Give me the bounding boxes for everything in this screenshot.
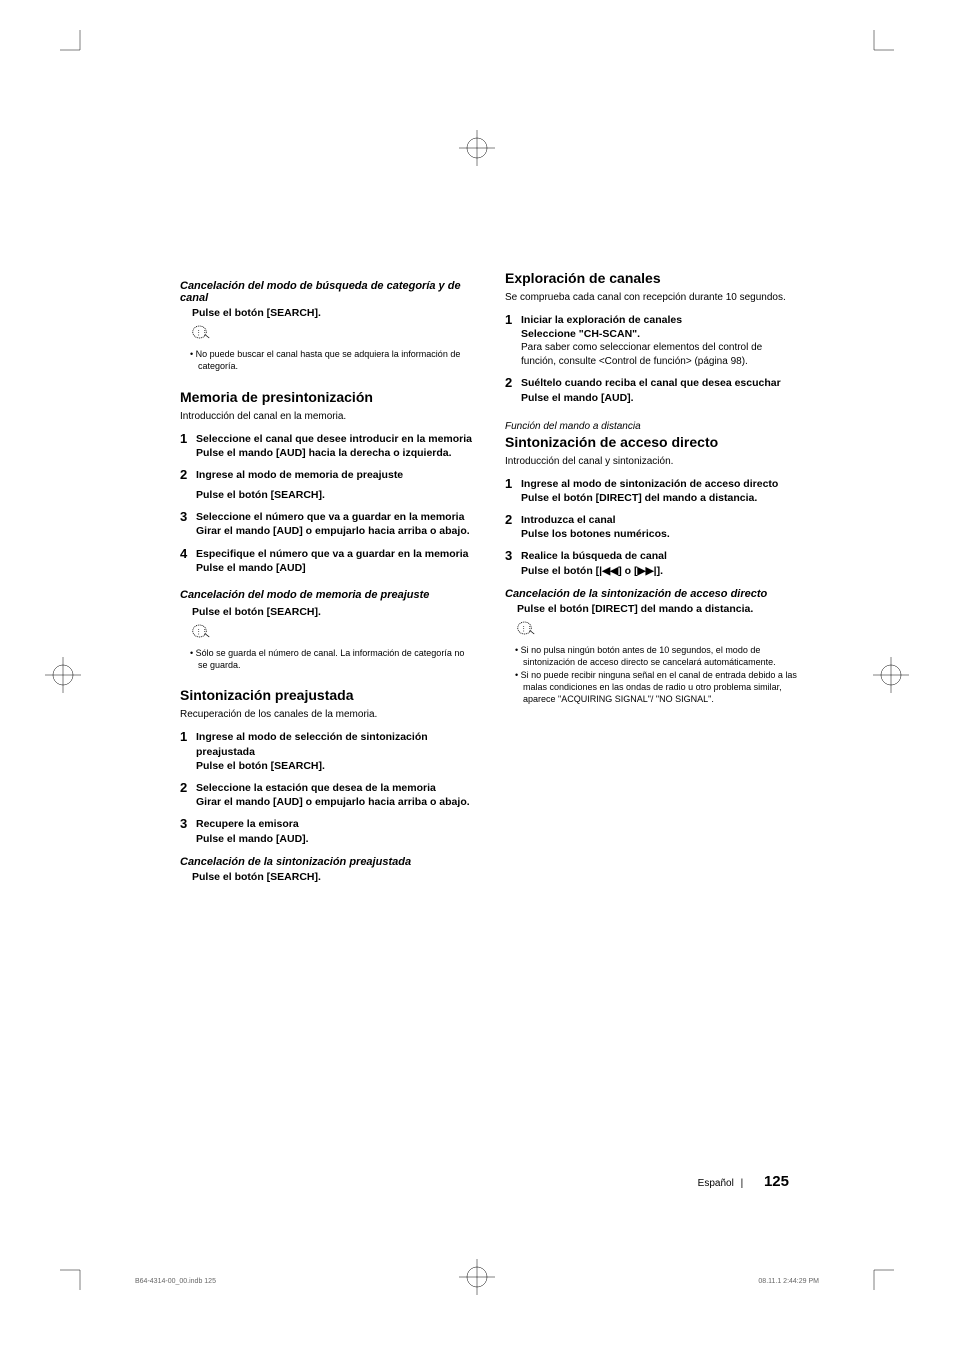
crop-mark-br bbox=[864, 1260, 894, 1290]
step-body-text: Pulse el mando [AUD]. bbox=[196, 832, 475, 846]
step-body-text: Pulse los botones numéricos. bbox=[521, 527, 800, 541]
page-footer: Español | 125 bbox=[698, 1173, 789, 1190]
directo-step-1: 1 Ingrese al modo de sintonización de ac… bbox=[505, 477, 800, 505]
memoria-step-1: 1 Seleccione el canal que desee introduc… bbox=[180, 432, 475, 460]
exploracion-step-2: 2 Suéltelo cuando reciba el canal que de… bbox=[505, 376, 800, 404]
page-content: Cancelación del modo de búsqueda de cate… bbox=[180, 270, 800, 884]
step-heading: Ingrese al modo de sintonización de acce… bbox=[521, 477, 800, 491]
step-number: 2 bbox=[505, 376, 521, 404]
registration-mark-top bbox=[459, 130, 495, 166]
step-number: 3 bbox=[180, 817, 196, 845]
step-heading: Recupere la emisora bbox=[196, 817, 475, 831]
left-column: Cancelación del modo de búsqueda de cate… bbox=[180, 270, 475, 884]
step-number: 2 bbox=[180, 468, 196, 502]
cancel-preset-title: Cancelación del modo de memoria de preaj… bbox=[180, 589, 475, 601]
step-body-text: Pulse el botón [SEARCH]. bbox=[196, 759, 475, 773]
note-icon: ⋮⋮⋮ bbox=[192, 324, 210, 340]
step-body-text: Pulse el botón [SEARCH]. bbox=[196, 488, 475, 502]
step-number: 2 bbox=[505, 513, 521, 541]
cancel-category-action: Pulse el botón [SEARCH]. bbox=[192, 306, 475, 320]
preajustada-intro: Recuperación de los canales de la memori… bbox=[180, 709, 475, 720]
step-number: 3 bbox=[180, 510, 196, 538]
memoria-title: Memoria de presintonización bbox=[180, 389, 475, 405]
print-footer-timestamp: 08.11.1 2:44:29 PM bbox=[758, 1278, 819, 1285]
step-heading: Seleccione el canal que desee introducir… bbox=[196, 432, 475, 446]
exploracion-intro: Se comprueba cada canal con recepción du… bbox=[505, 292, 800, 303]
step-heading: Ingrese al modo de selección de sintoniz… bbox=[196, 730, 475, 758]
crop-mark-tr bbox=[864, 30, 894, 60]
registration-mark-left bbox=[45, 657, 81, 693]
preajustada-title: Sintonización preajustada bbox=[180, 687, 475, 703]
print-footer-file: B64-4314-00_00.indb 125 bbox=[135, 1278, 216, 1285]
step-number: 1 bbox=[505, 477, 521, 505]
note-icon: ⋮⋮⋮ bbox=[192, 623, 210, 639]
step-heading: Ingrese al modo de memoria de preajuste bbox=[196, 468, 475, 482]
remote-function-label: Función del mando a distancia bbox=[505, 421, 800, 432]
step-body-text: Pulse el botón [DIRECT] del mando a dist… bbox=[521, 491, 800, 505]
cancel-preset-action: Pulse el botón [SEARCH]. bbox=[192, 605, 475, 619]
step-heading: Iniciar la exploración de canales bbox=[521, 313, 800, 327]
directo-step-2: 2 Introduzca el canal Pulse los botones … bbox=[505, 513, 800, 541]
step-number: 2 bbox=[180, 781, 196, 809]
step-heading: Seleccione la estación que desea de la m… bbox=[196, 781, 475, 795]
step-heading: Especifique el número que va a guardar e… bbox=[196, 547, 475, 561]
memoria-step-4: 4 Especifique el número que va a guardar… bbox=[180, 547, 475, 575]
cancel-category-note: No puede buscar el canal hasta que se ad… bbox=[198, 349, 475, 372]
preajustada-step-3: 3 Recupere la emisora Pulse el mando [AU… bbox=[180, 817, 475, 845]
note-icon: ⋮⋮⋮ bbox=[517, 620, 535, 636]
cancel-preset-note: Sólo se guarda el número de canal. La in… bbox=[198, 648, 475, 671]
page-number: 125 bbox=[764, 1173, 789, 1190]
memoria-intro: Introducción del canal en la memoria. bbox=[180, 411, 475, 422]
step-body-text: Pulse el mando [AUD] hacia la derecha o … bbox=[196, 446, 475, 460]
cancel-preajustada-title: Cancelación de la sintonización preajust… bbox=[180, 856, 475, 868]
step-bold: Seleccione "CH-SCAN". bbox=[521, 327, 800, 341]
step-heading: Introduzca el canal bbox=[521, 513, 800, 527]
preajustada-step-2: 2 Seleccione la estación que desea de la… bbox=[180, 781, 475, 809]
right-column: Exploración de canales Se comprueba cada… bbox=[505, 270, 800, 884]
step-body-text: Girar el mando [AUD] o empujarlo hacia a… bbox=[196, 524, 475, 538]
directo-intro: Introducción del canal y sintonización. bbox=[505, 456, 800, 467]
step-number: 1 bbox=[180, 432, 196, 460]
registration-mark-bottom bbox=[459, 1259, 495, 1295]
directo-step-3: 3 Realice la búsqueda de canal Pulse el … bbox=[505, 549, 800, 577]
cancel-preajustada-body: Pulse el botón [SEARCH]. bbox=[192, 870, 475, 884]
step-number: 1 bbox=[505, 313, 521, 368]
cancel-directo-body: Pulse el botón [DIRECT] del mando a dist… bbox=[517, 602, 800, 616]
step-body-text: Pulse el botón [|◀◀] o [▶▶|]. bbox=[521, 564, 800, 578]
step-number: 3 bbox=[505, 549, 521, 577]
step-body-text: Para saber como seleccionar elementos de… bbox=[521, 341, 800, 368]
crop-mark-bl bbox=[60, 1260, 90, 1290]
footer-language: Español bbox=[698, 1178, 734, 1189]
memoria-step-2: 2 Ingrese al modo de memoria de preajust… bbox=[180, 468, 475, 502]
svg-text:⋮⋮⋮: ⋮⋮⋮ bbox=[196, 330, 210, 336]
registration-mark-right bbox=[873, 657, 909, 693]
exploracion-title: Exploración de canales bbox=[505, 270, 800, 286]
step-body-text: Pulse el mando [AUD]. bbox=[521, 391, 800, 405]
svg-text:⋮⋮⋮: ⋮⋮⋮ bbox=[196, 629, 210, 635]
step-heading: Seleccione el número que va a guardar en… bbox=[196, 510, 475, 524]
step-number: 4 bbox=[180, 547, 196, 575]
step-heading: Realice la búsqueda de canal bbox=[521, 549, 800, 563]
cancel-category-title: Cancelación del modo de búsqueda de cate… bbox=[180, 280, 475, 304]
step-body-text: Pulse el mando [AUD] bbox=[196, 561, 475, 575]
exploracion-step-1: 1 Iniciar la exploración de canales Sele… bbox=[505, 313, 800, 368]
footer-separator: | bbox=[741, 1178, 744, 1189]
preajustada-step-1: 1 Ingrese al modo de selección de sinton… bbox=[180, 730, 475, 773]
directo-note-2: Si no puede recibir ninguna señal en el … bbox=[523, 670, 800, 705]
directo-note-1: Si no pulsa ningún botón antes de 10 seg… bbox=[523, 645, 800, 668]
step-number: 1 bbox=[180, 730, 196, 773]
directo-title: Sintonización de acceso directo bbox=[505, 434, 800, 450]
crop-mark-tl bbox=[60, 30, 90, 60]
step-body-text: Girar el mando [AUD] o empujarlo hacia a… bbox=[196, 795, 475, 809]
memoria-step-3: 3 Seleccione el número que va a guardar … bbox=[180, 510, 475, 538]
step-heading: Suéltelo cuando reciba el canal que dese… bbox=[521, 376, 800, 390]
cancel-directo-title: Cancelación de la sintonización de acces… bbox=[505, 588, 800, 600]
svg-text:⋮⋮⋮: ⋮⋮⋮ bbox=[521, 626, 535, 632]
